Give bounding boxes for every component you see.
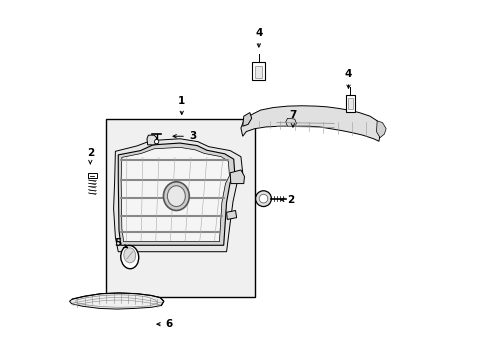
Bar xyxy=(255,66,262,78)
Text: 4: 4 xyxy=(344,69,351,88)
Text: 3: 3 xyxy=(173,131,196,141)
Bar xyxy=(88,173,97,178)
Text: 2: 2 xyxy=(86,148,94,164)
Text: 7: 7 xyxy=(288,111,296,127)
Polygon shape xyxy=(147,135,156,145)
Polygon shape xyxy=(118,143,234,245)
Circle shape xyxy=(154,139,159,144)
Circle shape xyxy=(259,194,267,203)
Polygon shape xyxy=(76,295,158,307)
Bar xyxy=(346,95,354,112)
Polygon shape xyxy=(121,147,229,242)
Text: 1: 1 xyxy=(178,96,185,114)
Polygon shape xyxy=(376,121,386,138)
Polygon shape xyxy=(285,118,296,126)
Polygon shape xyxy=(241,106,380,141)
Text: 5: 5 xyxy=(114,238,127,248)
Ellipse shape xyxy=(167,186,185,207)
Polygon shape xyxy=(242,113,251,126)
Text: 6: 6 xyxy=(157,319,172,329)
Ellipse shape xyxy=(123,248,135,263)
Text: 2: 2 xyxy=(280,195,294,205)
Ellipse shape xyxy=(121,246,139,269)
Bar xyxy=(106,119,255,297)
Polygon shape xyxy=(226,211,236,220)
Circle shape xyxy=(255,191,271,207)
Polygon shape xyxy=(113,139,242,252)
Polygon shape xyxy=(230,170,244,184)
Text: 4: 4 xyxy=(255,28,262,47)
Polygon shape xyxy=(69,293,163,309)
Bar xyxy=(347,98,352,109)
Ellipse shape xyxy=(163,182,189,211)
Bar xyxy=(252,62,265,80)
